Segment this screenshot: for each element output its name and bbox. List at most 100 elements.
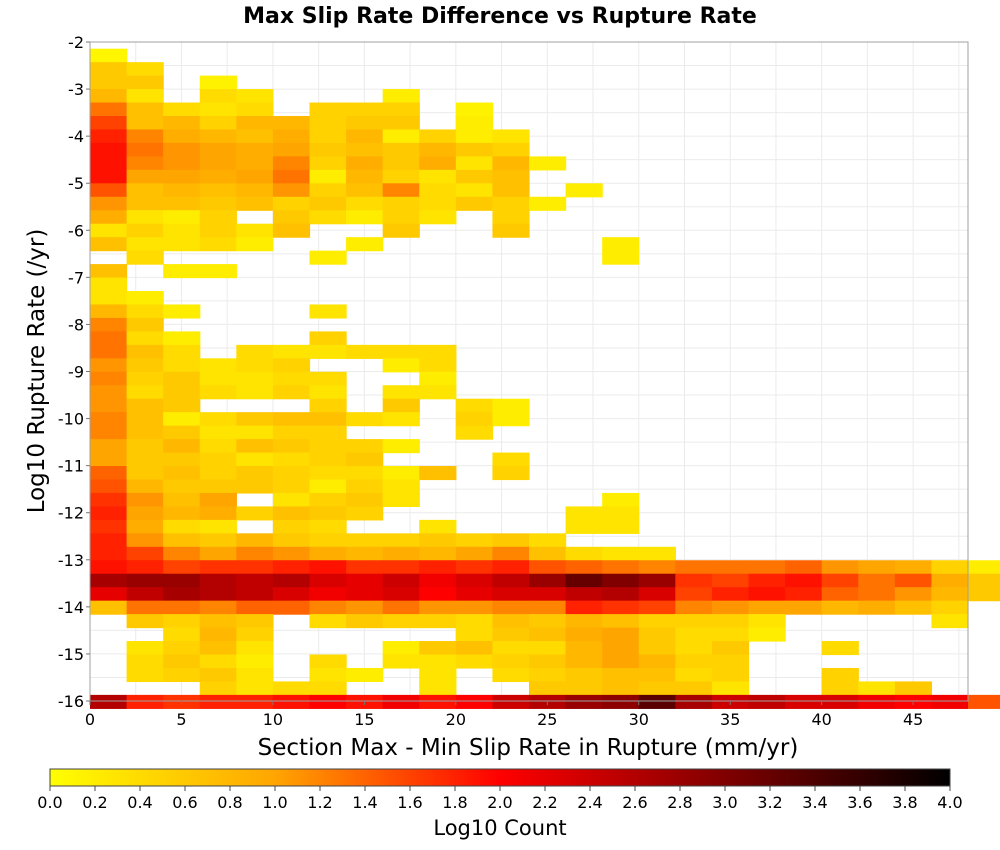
heatmap-cell [638, 546, 676, 561]
heatmap-cell [455, 546, 494, 561]
heatmap-cell [90, 115, 128, 131]
heatmap-cell [638, 694, 676, 709]
heatmap-cell [492, 169, 530, 184]
heatmap-cell [236, 183, 274, 198]
heatmap-cell [711, 667, 750, 683]
heatmap-cell [90, 358, 128, 373]
heatmap-cell [675, 627, 713, 642]
heatmap-cell [492, 412, 530, 427]
heatmap-cell [419, 694, 457, 709]
heatmap-cell [455, 425, 494, 440]
heatmap-cell [309, 452, 347, 467]
y-tick-label: -8 [68, 315, 84, 334]
y-tick-label: -3 [68, 80, 84, 99]
heatmap-cell [931, 614, 969, 629]
x-tick-label: 20 [446, 710, 466, 729]
heatmap-cell [748, 573, 786, 588]
heatmap-cell [382, 412, 420, 427]
heatmap-cell [858, 681, 896, 696]
heatmap-cell [711, 560, 750, 575]
heatmap-cell [455, 694, 494, 709]
heatmap-cell [90, 371, 128, 386]
heatmap-cell [309, 169, 347, 184]
heatmap-cell [492, 694, 530, 709]
heatmap-cell [199, 142, 237, 157]
heatmap-cell [968, 573, 1000, 588]
heatmap-cell [346, 210, 384, 225]
heatmap-cell [382, 102, 420, 117]
heatmap-cell [126, 398, 164, 413]
heatmap-cell [163, 344, 201, 359]
heatmap-cell [711, 654, 750, 669]
heatmap-cell [199, 627, 237, 642]
heatmap-cell [236, 425, 274, 440]
heatmap-cell [382, 546, 420, 561]
y-tick-label: -11 [58, 457, 84, 476]
heatmap-cell [748, 694, 786, 709]
heatmap-cell [711, 681, 750, 696]
heatmap-cell [126, 466, 164, 481]
heatmap-cell [565, 681, 603, 696]
heatmap-cell [821, 560, 859, 575]
heatmap-cell [492, 667, 530, 683]
x-tick-label: 40 [811, 710, 831, 729]
heatmap-cell [90, 546, 128, 561]
colorbar-tick-label: 1.4 [352, 793, 377, 812]
heatmap-cell [565, 654, 603, 669]
heatmap-cell [675, 654, 713, 669]
heatmap-cell [163, 587, 201, 602]
heatmap-cell [90, 169, 128, 184]
heatmap-cell [785, 600, 823, 615]
heatmap-cell [126, 519, 164, 534]
heatmap-cell [90, 210, 128, 225]
heatmap-cell [346, 587, 384, 602]
heatmap-cell [163, 371, 201, 386]
heatmap-cell [346, 129, 384, 144]
heatmap-cell [346, 102, 384, 117]
heatmap-cell [455, 102, 494, 117]
heatmap-cell [821, 694, 859, 709]
heatmap-cell [272, 156, 311, 171]
heatmap-cell [968, 560, 1000, 575]
heatmap-cell [163, 102, 201, 117]
heatmap-cell [565, 519, 603, 534]
heatmap-cell [492, 573, 530, 588]
heatmap-cell [565, 627, 603, 642]
heatmap-cell [858, 600, 896, 615]
heatmap-cell [199, 196, 237, 211]
heatmap-cell [272, 546, 311, 561]
heatmap-cell [90, 398, 128, 413]
heatmap-cell [272, 452, 311, 467]
heatmap-cell [894, 587, 933, 602]
heatmap-cell [492, 614, 530, 629]
heatmap-cell [711, 587, 750, 602]
x-axis-label: Section Max - Min Slip Rate in Rupture (… [258, 735, 799, 761]
heatmap-cell [199, 614, 237, 629]
heatmap-cell [126, 250, 164, 265]
x-tick-label: 15 [354, 710, 374, 729]
heatmap-cell [419, 371, 457, 386]
heatmap-cell [492, 641, 530, 656]
heatmap-cell [346, 115, 384, 131]
heatmap-cell [602, 641, 640, 656]
heatmap-cell [455, 129, 494, 144]
heatmap-cell [236, 506, 274, 521]
heatmap-cell [492, 466, 530, 481]
heatmap-cell [309, 439, 347, 454]
heatmap-cell [309, 573, 347, 588]
heatmap-cell [236, 641, 274, 656]
heatmap-cell [90, 412, 128, 427]
heatmap-cell [858, 694, 896, 709]
heatmap-cell [346, 560, 384, 575]
heatmap-cell [602, 573, 640, 588]
heatmap-cells [90, 48, 1000, 709]
y-tick-label: -12 [58, 504, 84, 523]
heatmap-cell [126, 506, 164, 521]
heatmap-cell [199, 223, 237, 238]
heatmap-cell [236, 115, 274, 131]
x-tick-label: 30 [629, 710, 649, 729]
heatmap-cell [309, 560, 347, 575]
heatmap-cell [163, 115, 201, 131]
heatmap-cell [236, 371, 274, 386]
heatmap-cell [126, 62, 164, 77]
